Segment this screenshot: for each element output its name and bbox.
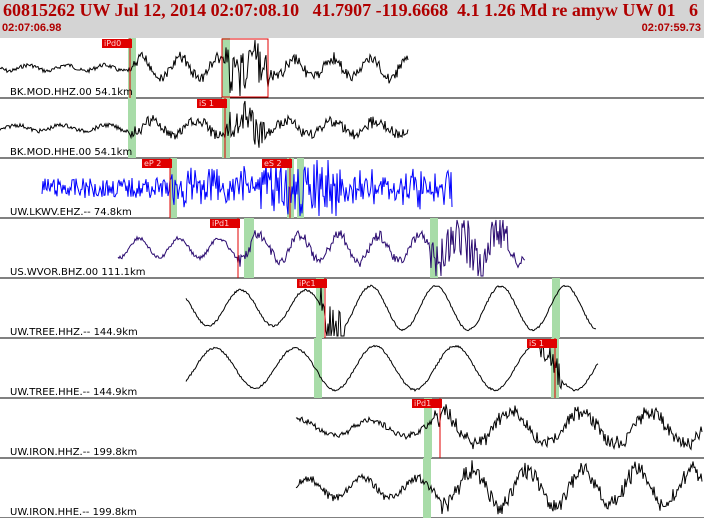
pick-window bbox=[222, 38, 230, 98]
trace-label: UW.TREE.HHE.-- 144.9km bbox=[10, 387, 137, 398]
trace-label: BK.MOD.HHE.00 54.1km bbox=[10, 147, 132, 158]
waveform-trace bbox=[41, 159, 453, 217]
pick-label: eP 2 bbox=[144, 159, 161, 168]
waveform-trace bbox=[295, 460, 703, 515]
pick-label: iPd0 bbox=[104, 39, 121, 48]
pick-flag bbox=[197, 99, 227, 108]
waveform-trace bbox=[295, 404, 703, 451]
pick-window bbox=[552, 278, 560, 338]
trace-label: BK.MOD.HHZ.00 54.1km bbox=[10, 87, 133, 98]
pick-window bbox=[423, 458, 431, 518]
event-title: 60815262 UW Jul 12, 2014 02:07:08.10 41.… bbox=[3, 0, 698, 20]
pick-label: iS 1 bbox=[199, 99, 214, 108]
pick-label: eS 2 bbox=[264, 159, 282, 168]
trace-label: US.WVOR.BHZ.00 111.1km bbox=[10, 267, 146, 278]
trace-label: UW.TREE.HHZ.-- 144.9km bbox=[10, 327, 138, 338]
pick-bracket bbox=[221, 38, 269, 98]
waveform-trace bbox=[0, 39, 409, 97]
pick-window bbox=[170, 158, 177, 218]
pick-flag bbox=[142, 159, 172, 168]
trace-label: UW.IRON.HHE.-- 199.8km bbox=[10, 507, 137, 518]
pick-window bbox=[316, 278, 324, 338]
seismogram-panel[interactable]: iPd0 BK.MOD.HHZ.00 54.1km iS 1 BK.MOD.HHE.0… bbox=[0, 38, 704, 518]
end-time: 02:07:59.73 bbox=[641, 22, 701, 34]
start-time: 02:07:06.98 bbox=[2, 22, 62, 34]
pick-flag bbox=[297, 279, 327, 288]
pick-window bbox=[424, 398, 432, 458]
pick-window bbox=[430, 218, 438, 278]
pick-flag bbox=[412, 399, 442, 408]
trace-label: UW.LKWV.EHZ.-- 74.8km bbox=[10, 207, 132, 218]
pick-window bbox=[314, 338, 322, 398]
pick-label: iS 1 bbox=[529, 339, 544, 348]
waveform-trace bbox=[117, 219, 526, 277]
pick-flag bbox=[210, 219, 240, 228]
waveform-trace bbox=[0, 100, 409, 148]
pick-flag bbox=[527, 339, 557, 348]
pick-window bbox=[128, 98, 136, 158]
pick-label: iPc1 bbox=[299, 279, 316, 288]
pick-flag bbox=[262, 159, 292, 168]
pick-window bbox=[297, 158, 304, 218]
waveform-trace bbox=[185, 284, 597, 337]
pick-flag bbox=[102, 39, 132, 48]
event-header: 60815262 UW Jul 12, 2014 02:07:08.10 41.… bbox=[0, 0, 704, 38]
pick-label: iPd1 bbox=[212, 219, 229, 228]
pick-label: iPd1 bbox=[414, 399, 431, 408]
trace-label: UW.IRON.HHZ.-- 199.8km bbox=[10, 447, 137, 458]
